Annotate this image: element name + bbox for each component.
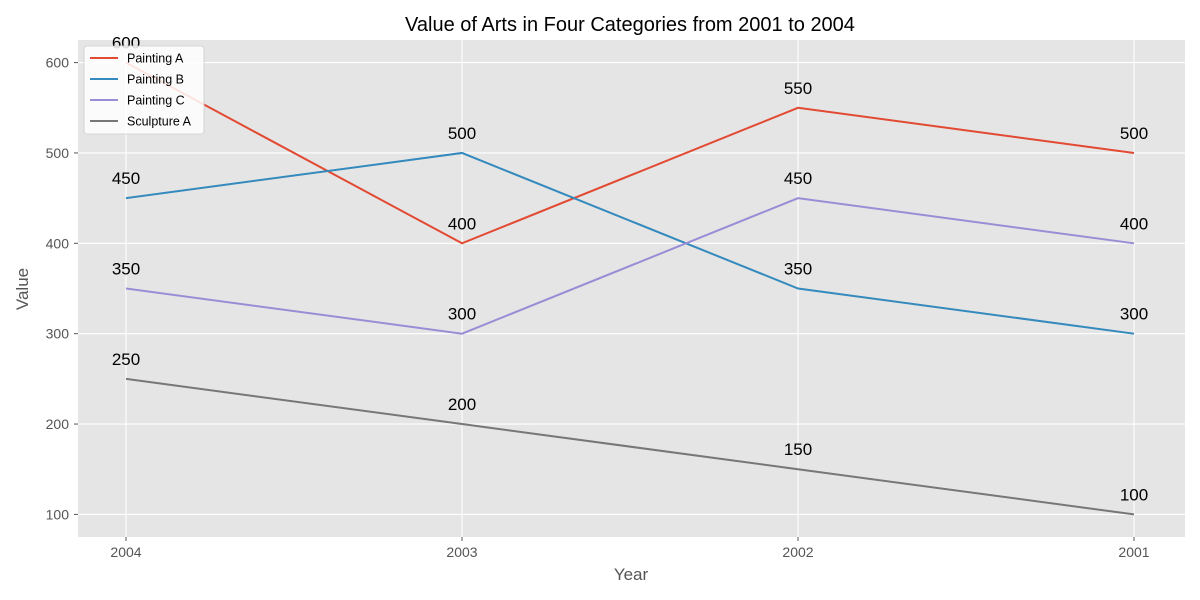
- x-tick-label: 2004: [110, 544, 141, 560]
- y-tick-label: 100: [46, 506, 70, 522]
- data-label: 400: [448, 214, 476, 233]
- data-label: 200: [448, 395, 476, 414]
- axis-ticks: 2004 2003 2002 2001 100 200 300 400 500 600: [46, 55, 1150, 560]
- x-tick-label: 2001: [1118, 544, 1149, 560]
- data-labels: 6004005505004505003503003503004504002502…: [112, 34, 1148, 505]
- grid-lines: [78, 40, 1185, 537]
- legend-label: Sculpture A: [127, 115, 192, 129]
- x-tick-label: 2002: [782, 544, 813, 560]
- series-lines: [125, 61, 1135, 516]
- y-tick-label: 300: [46, 326, 70, 342]
- series-line-painting-a: [125, 61, 1135, 245]
- y-tick-label: 600: [46, 55, 70, 71]
- series-line-sculpture-a: [125, 377, 1135, 516]
- chart-title: Value of Arts in Four Categories from 20…: [405, 14, 855, 36]
- x-axis-label: Year: [614, 565, 649, 584]
- legend-box: [83, 45, 205, 135]
- data-label: 500: [448, 124, 476, 143]
- y-axis-label: Value: [13, 268, 32, 310]
- data-label: 250: [112, 350, 140, 369]
- legend: Painting A Painting B Painting C Sculpture …: [83, 45, 205, 135]
- legend-label: Painting C: [127, 94, 185, 108]
- data-label: 450: [112, 169, 140, 188]
- series-line-painting-c: [125, 197, 1135, 335]
- plot-area: [78, 40, 1185, 537]
- data-label: 350: [784, 260, 812, 279]
- legend-items: Painting A Painting B Painting C Sculpture …: [90, 52, 192, 129]
- data-label: 500: [1120, 124, 1148, 143]
- y-tick-label: 400: [46, 235, 70, 251]
- x-tick-label: 2003: [446, 544, 477, 560]
- legend-label: Painting A: [127, 52, 184, 66]
- data-label: 100: [1120, 485, 1148, 504]
- y-tick-label: 500: [46, 145, 70, 161]
- data-label: 550: [784, 79, 812, 98]
- data-label: 150: [784, 440, 812, 459]
- data-label: 350: [112, 260, 140, 279]
- legend-label: Painting B: [127, 73, 184, 87]
- y-tick-label: 200: [46, 416, 70, 432]
- data-label: 300: [448, 305, 476, 324]
- data-label: 450: [784, 169, 812, 188]
- series-line-painting-b: [125, 151, 1135, 335]
- data-label: 300: [1120, 305, 1148, 324]
- data-label: 400: [1120, 214, 1148, 233]
